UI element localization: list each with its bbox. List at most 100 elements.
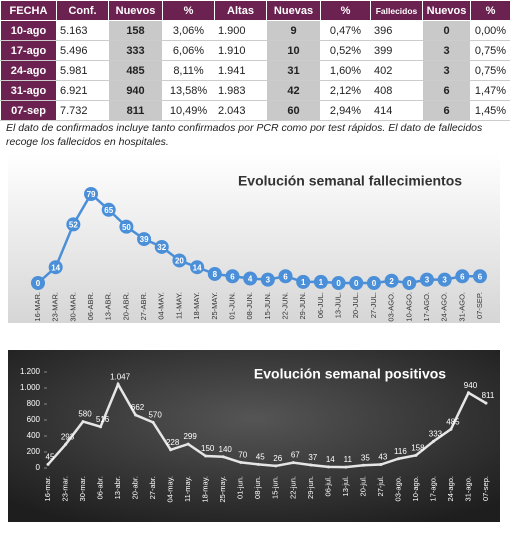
data-point: [473, 269, 487, 284]
x-tick-label: 27-ABR.: [139, 292, 148, 320]
data-label: 662: [131, 403, 145, 412]
data-point: [449, 427, 453, 431]
data-point: [296, 274, 311, 289]
data-point: [81, 420, 85, 424]
data-point: [48, 260, 63, 275]
x-tick-label: 30-mar.: [78, 476, 87, 501]
data-point: [64, 443, 68, 447]
x-tick-label: 22-jun.: [288, 476, 297, 499]
table-cell: 6: [422, 80, 471, 101]
data-label: 14: [193, 263, 202, 272]
data-point: [31, 276, 45, 290]
data-point: [331, 276, 346, 290]
x-tick-label: 29-JUN.: [298, 292, 307, 320]
data-label: 20: [175, 257, 184, 266]
x-tick-label: 18-MAY.: [192, 292, 201, 320]
data-label: 299: [183, 432, 197, 441]
x-tick-label: 25-MAY.: [210, 292, 219, 320]
table-cell: 333: [108, 40, 163, 61]
x-tick-label: 13-JUL.: [334, 292, 343, 318]
x-tick-label: 17-AGO.: [422, 292, 431, 322]
data-point: [366, 276, 381, 290]
data-label: 580: [78, 410, 92, 419]
x-tick-label: 03-AGO.: [387, 292, 396, 322]
y-tick-label: 1.000: [20, 383, 41, 392]
table-cell: Nuevos: [108, 0, 163, 21]
data-point: [256, 462, 260, 466]
data-point: [134, 413, 138, 417]
data-point: [313, 274, 328, 289]
chart-bg: [8, 153, 500, 323]
data-point: [225, 269, 240, 284]
x-tick-label: 16-mar.: [43, 476, 52, 501]
data-point: [207, 266, 222, 281]
data-label: 0: [336, 279, 341, 288]
data-point: [84, 187, 99, 201]
data-label: 26: [273, 454, 282, 463]
x-tick-label: 10-ago.: [411, 476, 420, 501]
data-label: 6: [283, 272, 288, 281]
x-tick-label: 24-ago.: [446, 476, 455, 501]
data-point: [101, 202, 116, 217]
table-cell: 1.900: [214, 20, 267, 41]
data-point: [326, 465, 330, 469]
chart-title: Evolución semanal fallecimientos: [238, 173, 462, 189]
table-cell: Nuevas: [266, 0, 321, 21]
table-cell: 07-sep: [0, 100, 57, 121]
data-label: 811: [482, 391, 495, 400]
x-tick-label: 13-ABR.: [104, 292, 113, 320]
table-cell: 158: [108, 20, 163, 41]
table-cell: 9: [266, 20, 321, 41]
x-tick-label: 17-ago.: [428, 476, 437, 501]
data-label: 50: [122, 223, 131, 232]
x-tick-label: 25-may.: [218, 476, 227, 503]
table-row: 10-ago 5.163 158 3,06% 1.900 9 0,47% 396 0 0,00%: [0, 20, 510, 41]
data-label: 940: [464, 381, 478, 390]
x-tick-label: 27-abr.: [148, 476, 157, 499]
data-label: 1: [319, 278, 324, 287]
data-point: [344, 465, 348, 469]
data-point: [169, 448, 173, 452]
data-label: 37: [308, 453, 317, 462]
data-label: 6: [230, 272, 235, 281]
data-label: 3: [266, 276, 271, 285]
table-cell: 5.981: [56, 60, 109, 81]
data-label: 45: [256, 453, 265, 462]
data-label: 6: [478, 272, 483, 281]
table-cell: 6: [422, 100, 471, 121]
data-point: [349, 276, 364, 290]
data-label: 70: [238, 451, 247, 460]
table-cell: Altas: [214, 0, 267, 21]
table-cell: 42: [266, 80, 321, 101]
y-tick-label: 400: [27, 431, 41, 440]
table-cell: 0,75%: [470, 40, 510, 61]
x-tick-label: 04-MAY.: [157, 292, 166, 320]
data-label: 14: [326, 455, 335, 464]
data-point: [402, 276, 417, 290]
data-label: 570: [148, 411, 162, 420]
data-point: [154, 239, 169, 254]
table-cell: %: [470, 0, 510, 21]
data-label: 228: [166, 438, 180, 447]
x-tick-label: 15-JUN.: [263, 292, 272, 320]
table-row: FECHA Conf. Nuevos% Altas Nuevas% Fallecidos N…: [0, 0, 510, 21]
data-point: [46, 462, 50, 466]
x-tick-label: 31-ago.: [463, 476, 472, 501]
data-point: [414, 453, 418, 457]
x-tick-label: 08-JUN.: [245, 292, 254, 320]
chart-bg: [8, 350, 500, 522]
table-cell: 8,11%: [162, 60, 215, 81]
y-tick-label: 1.200: [20, 367, 41, 376]
x-tick-label: 22-JUN.: [281, 292, 290, 320]
x-tick-label: 31-AGO.: [457, 292, 466, 322]
x-tick-label: 11-MAY.: [174, 292, 183, 319]
data-label: 150: [201, 444, 215, 453]
data-point: [260, 272, 275, 287]
data-label: 0: [407, 279, 412, 288]
table-row: 24-ago 5.981 485 8,11% 1.941 31 1,60% 402 3 0,75%: [0, 60, 510, 81]
table-cell: Nuevos: [422, 0, 471, 21]
data-label: 43: [378, 453, 387, 462]
data-point: [431, 439, 435, 443]
data-point: [221, 455, 225, 459]
x-tick-label: 20-jul.: [358, 476, 367, 496]
